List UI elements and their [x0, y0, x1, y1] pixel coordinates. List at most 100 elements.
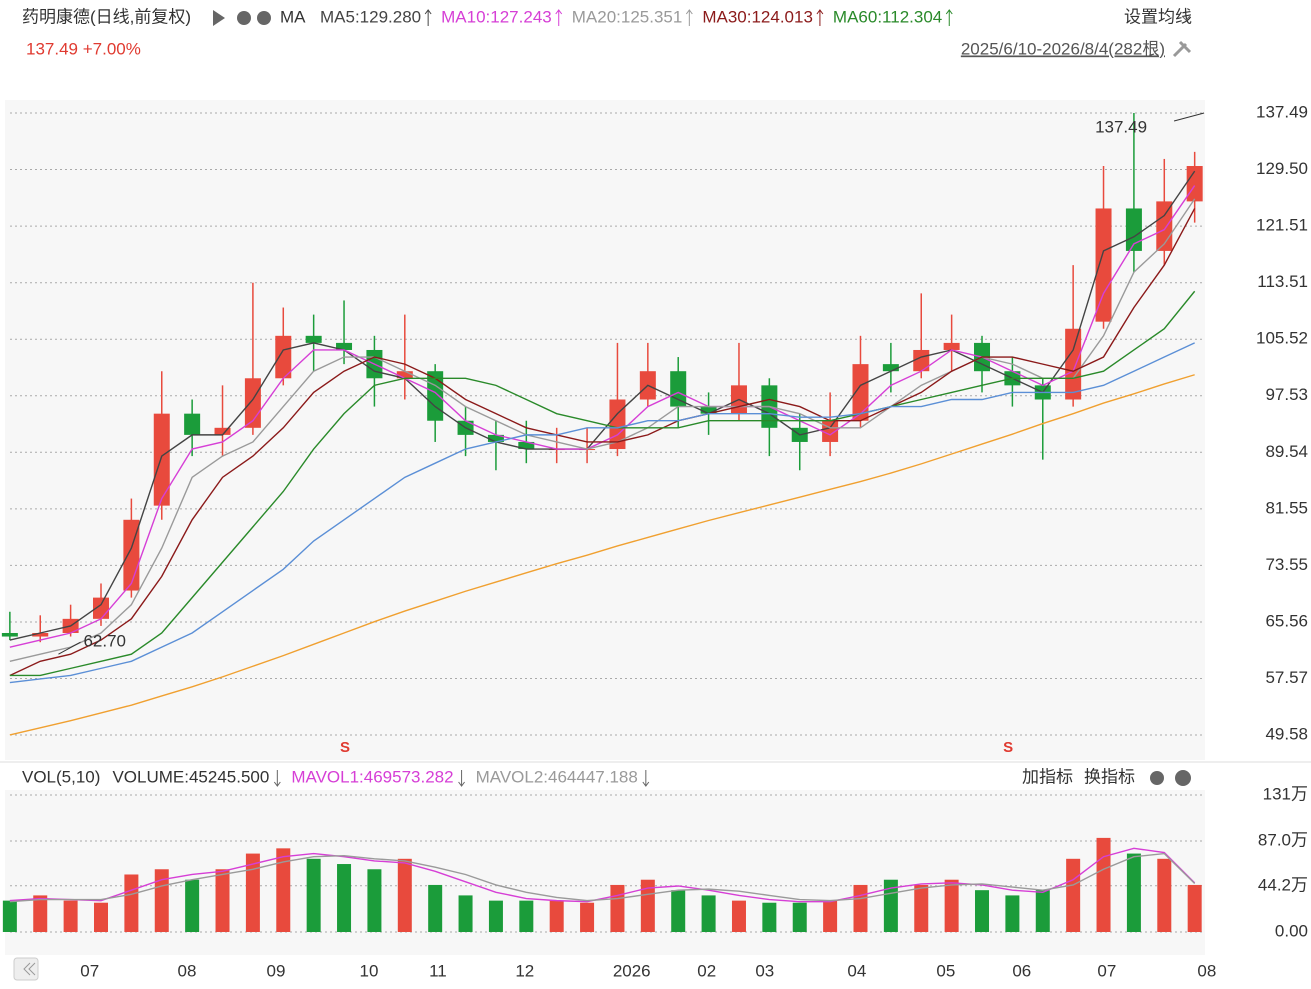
- settings-icon: [1150, 771, 1164, 785]
- legend-entry: MA5:129.280: [320, 7, 421, 26]
- close-icon: [257, 11, 271, 25]
- legend-entry: MA30:124.013: [702, 7, 813, 26]
- volume-bar: [823, 900, 838, 932]
- ma-line: [9, 290, 1196, 677]
- signal: S: [1003, 739, 1013, 756]
- y-tick-label: 89.54: [1265, 442, 1308, 461]
- legend-entry: MA20:125.351: [572, 7, 683, 26]
- volume-legend: MAVOL1:469573.282: [291, 767, 453, 786]
- annotation-arrow: [58, 641, 81, 655]
- volume-bar: [94, 902, 108, 932]
- volume-bar: [975, 890, 990, 932]
- legend-arrow: [424, 9, 432, 26]
- volume-bar: [640, 879, 655, 932]
- legend-arrow: [685, 9, 693, 26]
- legend-arrow: [642, 770, 650, 787]
- y-tick-label: 81.55: [1265, 498, 1308, 517]
- candle-body: [700, 406, 717, 414]
- y-tick-label: 44.2万: [1258, 875, 1308, 894]
- legend-arrow: [555, 9, 563, 26]
- x-tick-label: 05: [936, 961, 955, 980]
- legend-entry: MA10:127.243: [441, 7, 552, 26]
- ma-line: [9, 342, 1195, 684]
- volume-bar: [914, 884, 929, 932]
- candle-body: [336, 342, 353, 350]
- candle-body: [518, 441, 535, 450]
- play-icon: [213, 10, 225, 26]
- volume-bar: [853, 884, 868, 932]
- y-tick-label: 129.50: [1256, 159, 1308, 178]
- x-tick-label: 02: [697, 961, 716, 980]
- scroll-icon: [23, 962, 36, 976]
- volume-bar: [944, 879, 959, 932]
- candle-body: [32, 632, 49, 637]
- settings-icon: [237, 11, 251, 25]
- annotation: 137.49: [1095, 118, 1147, 137]
- candle-body: [184, 413, 201, 435]
- candle-body: [396, 371, 413, 379]
- y-tick-label: 121.51: [1256, 216, 1308, 235]
- volume-bar: [1096, 837, 1111, 932]
- volume-bar: [792, 902, 807, 932]
- volume-bar: [397, 858, 412, 932]
- candle-body: [487, 434, 504, 442]
- volume-bar: [215, 869, 230, 932]
- volume-bar: [124, 874, 139, 932]
- volume-bar: [731, 900, 746, 932]
- y-tick-label: 57.57: [1265, 668, 1308, 687]
- x-tick-label: 08: [178, 961, 197, 980]
- annotation: 62.70: [83, 632, 126, 651]
- y-tick-label: 97.53: [1265, 385, 1308, 404]
- candle-body: [1065, 328, 1082, 400]
- dropdown-icon: [1181, 15, 1191, 21]
- ma-line: [9, 198, 1196, 662]
- x-tick-label: 10: [359, 961, 378, 980]
- candle-body: [1125, 208, 1142, 251]
- volume-bar: [367, 869, 382, 932]
- y-tick-label: 105.52: [1256, 329, 1308, 348]
- stock-title: 药明康德(日线,前复权): [22, 7, 191, 26]
- y-tick-label: 137.49: [1256, 103, 1308, 122]
- volume-bar: [519, 900, 534, 932]
- volume-bar: [2, 900, 17, 932]
- x-tick-label: 08: [1197, 961, 1216, 980]
- y-tick-label: 87.0万: [1258, 831, 1308, 850]
- volume-bar: [306, 858, 321, 932]
- x-tick-label: 04: [847, 961, 866, 980]
- candle-body: [1, 632, 18, 637]
- scroll-button[interactable]: [13, 957, 39, 981]
- volume-bar: [701, 895, 716, 932]
- legend-arrow: [273, 770, 281, 787]
- volume-bar: [337, 864, 352, 932]
- date-range: 2025/6/10-2026/8/4(282根): [961, 39, 1165, 58]
- candle-body: [852, 364, 869, 421]
- candle-body: [305, 335, 322, 343]
- ma-line: [9, 852, 1196, 903]
- x-tick-label: 11: [429, 961, 447, 980]
- volume-bar: [488, 900, 503, 932]
- price-panel: [5, 100, 1205, 760]
- x-tick-label: 12: [515, 961, 534, 980]
- volume-bar: [762, 902, 777, 932]
- volume-legend: VOLUME:45245.500: [112, 767, 269, 786]
- ma-line: [9, 374, 1195, 736]
- indicator-button[interactable]: 加指标: [1022, 767, 1073, 786]
- price-change: 137.49 +7.00%: [26, 39, 141, 58]
- pin-icon: [1172, 40, 1192, 58]
- volume-bar: [549, 900, 564, 932]
- candle-body: [882, 364, 899, 372]
- candle-body: [275, 335, 292, 379]
- candle-body: [153, 413, 170, 506]
- candle-body: [913, 349, 930, 372]
- indicator-button[interactable]: 换指标: [1084, 767, 1135, 786]
- volume-bar: [1005, 895, 1020, 932]
- candle-body: [943, 342, 960, 350]
- volume-bar: [245, 853, 260, 932]
- ma-line: [9, 208, 1196, 677]
- ma-setting[interactable]: 设置均线: [1124, 7, 1192, 26]
- legend-entry: MA60:112.304: [833, 7, 942, 26]
- volume-bar: [276, 848, 291, 932]
- candle-body: [214, 427, 231, 435]
- x-tick-label: 2026: [613, 961, 651, 980]
